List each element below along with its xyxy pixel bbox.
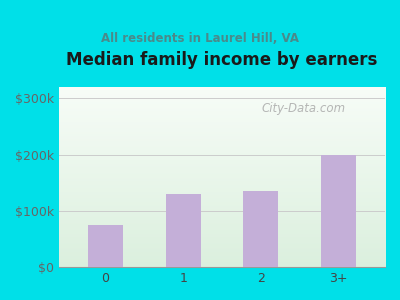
Bar xyxy=(88,225,123,267)
Text: City-Data.com: City-Data.com xyxy=(261,102,345,115)
Bar xyxy=(321,155,356,267)
Title: Median family income by earners: Median family income by earners xyxy=(66,51,378,69)
Bar xyxy=(166,194,201,267)
Text: All residents in Laurel Hill, VA: All residents in Laurel Hill, VA xyxy=(101,32,299,44)
Bar xyxy=(243,191,278,267)
